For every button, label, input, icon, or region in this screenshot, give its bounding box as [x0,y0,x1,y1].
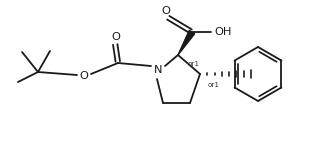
Text: N: N [154,65,162,75]
Text: O: O [112,32,120,42]
Text: O: O [80,71,88,81]
Text: or1: or1 [188,61,200,67]
Polygon shape [178,30,195,55]
Text: or1: or1 [208,82,220,88]
Text: O: O [162,6,170,16]
Text: OH: OH [214,27,232,37]
